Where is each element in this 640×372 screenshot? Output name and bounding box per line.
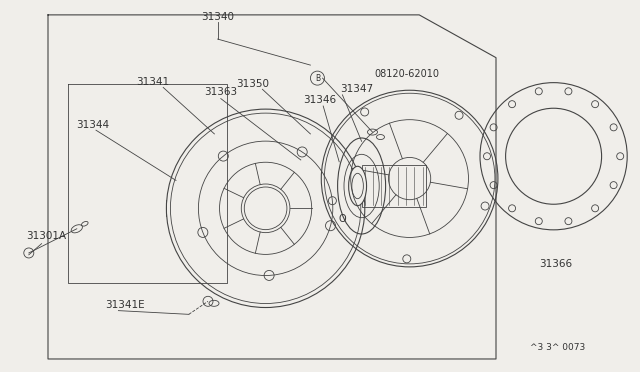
Text: ^3 3^ 0073: ^3 3^ 0073 (531, 343, 586, 352)
Text: 31366: 31366 (539, 259, 572, 269)
Text: 31346: 31346 (303, 96, 337, 105)
Ellipse shape (349, 166, 367, 206)
Text: 31363: 31363 (204, 87, 237, 97)
Text: 31350: 31350 (236, 79, 269, 89)
Text: O: O (339, 215, 346, 224)
Text: B: B (315, 74, 320, 83)
Text: 31341: 31341 (136, 77, 169, 87)
Text: 31340: 31340 (201, 12, 234, 22)
Text: 31344: 31344 (76, 120, 109, 129)
Text: 31341E: 31341E (106, 300, 145, 310)
Text: 31301A: 31301A (26, 231, 66, 241)
Text: 31347: 31347 (340, 84, 374, 93)
Text: 08120-62010: 08120-62010 (374, 69, 440, 78)
Bar (362, 165, 426, 208)
